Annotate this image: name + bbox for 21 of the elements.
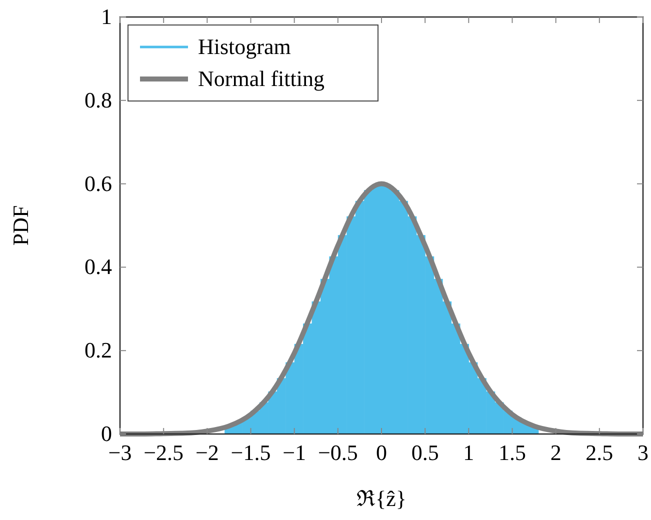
y-tick-label: 0.6 <box>84 170 112 196</box>
x-tick-label: −2 <box>195 440 219 465</box>
x-tick-label: −1 <box>282 440 306 465</box>
y-axis-title: PDF <box>8 205 33 246</box>
legend-label: Histogram <box>198 34 291 59</box>
x-tick-label: 1 <box>463 440 474 465</box>
x-tick-label: −0.5 <box>318 440 358 465</box>
x-tick-label: −1.5 <box>230 440 271 465</box>
y-tick-label: 0.8 <box>84 87 112 112</box>
y-tick-label: 0.2 <box>84 338 112 363</box>
x-tick-label: 2.5 <box>586 440 614 465</box>
x-axis-title: ℜ{ẑ} <box>356 486 406 511</box>
x-tick-label: 2 <box>550 440 562 465</box>
x-tick-label: 3 <box>638 440 648 465</box>
legend-label: Normal fitting <box>198 66 324 91</box>
y-tick-label: 1 <box>101 4 112 29</box>
x-tick-label: 0 <box>376 440 387 465</box>
x-tick-label: 1.5 <box>498 440 526 465</box>
x-tick-label: −2.5 <box>144 440 184 465</box>
x-tick-label: 0.5 <box>411 440 439 465</box>
y-tick-label: 0.4 <box>84 254 112 280</box>
